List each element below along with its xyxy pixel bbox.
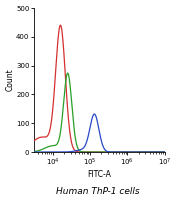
Y-axis label: Count: Count — [5, 69, 15, 91]
Text: Human ThP-1 cells: Human ThP-1 cells — [56, 187, 139, 196]
X-axis label: FITC-A: FITC-A — [88, 169, 111, 179]
